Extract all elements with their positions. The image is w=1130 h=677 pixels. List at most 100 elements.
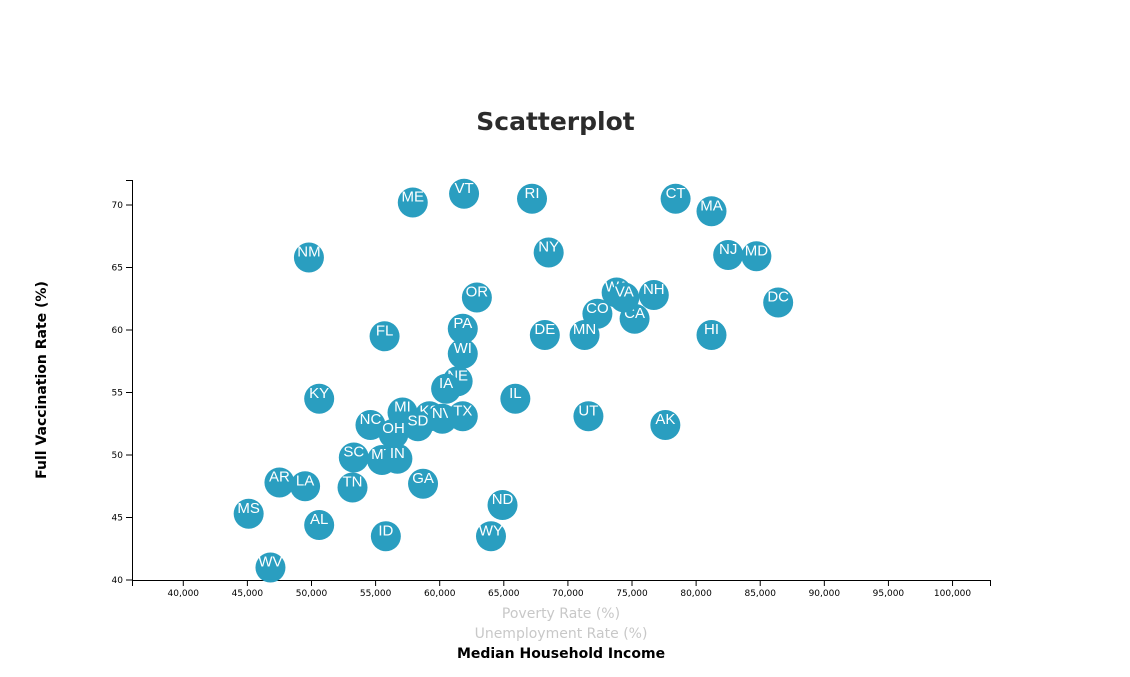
data-point-nd[interactable]: ND (487, 490, 518, 520)
data-point-marker (369, 321, 400, 352)
data-point-ky[interactable]: KY (304, 383, 335, 414)
data-point-marker (529, 320, 560, 350)
data-point-ny[interactable]: NY (533, 237, 564, 268)
data-point-hi[interactable]: HI (696, 320, 727, 350)
data-point-ak[interactable]: AK (650, 410, 681, 440)
data-point-label: GA (412, 470, 434, 487)
data-point-ma[interactable]: MA (696, 196, 727, 227)
data-point-wv[interactable]: WV (255, 552, 286, 583)
data-point-marker (370, 521, 401, 552)
data-point-label: NH (643, 281, 665, 298)
data-point-label: VA (615, 284, 634, 301)
data-point-tx[interactable]: TX (447, 401, 478, 432)
x-tick-label: 85,000 (744, 589, 776, 599)
data-point-marker (304, 510, 335, 540)
data-point-ga[interactable]: GA (408, 468, 439, 499)
data-point-sc[interactable]: SC (338, 442, 369, 473)
x-axis-label-income[interactable]: Median Household Income (456, 646, 666, 662)
data-point-nm[interactable]: NM (293, 242, 324, 273)
data-point-label: TN (343, 474, 363, 491)
data-point-de[interactable]: DE (529, 320, 560, 350)
data-point-dc[interactable]: DC (763, 287, 794, 318)
data-point-la[interactable]: LA (290, 471, 321, 502)
data-point-label: AL (310, 511, 328, 528)
x-tick-label: 60,000 (424, 589, 456, 599)
data-point-wi[interactable]: WI (447, 338, 478, 369)
data-point-il[interactable]: IL (500, 383, 531, 414)
data-point-marker (338, 442, 369, 473)
data-point-vt[interactable]: VT (449, 178, 480, 209)
x-tick-label: 65,000 (488, 589, 520, 599)
data-point-label: VT (454, 180, 473, 197)
data-point-marker (573, 401, 604, 432)
x-axis-label-unemployment[interactable]: Unemployment Rate (%) (474, 626, 648, 642)
data-point-label: OH (382, 420, 405, 437)
data-point-label: ID (378, 522, 393, 539)
y-axis-label[interactable]: Full Vaccination Rate (%) (34, 281, 50, 479)
data-point-va[interactable]: VA (609, 282, 640, 313)
x-tick-label: 50,000 (296, 589, 328, 599)
data-point-mn[interactable]: MN (569, 320, 600, 350)
data-point-in[interactable]: IN (382, 443, 413, 474)
y-tick-label: 60 (112, 326, 124, 336)
data-point-marker (447, 401, 478, 432)
y-tick-label: 40 (112, 576, 124, 586)
data-point-label: SD (407, 412, 428, 429)
points-layer: VTMERICTMANMNYNJMDORWANHDCCOCAVAFLPADEMN… (233, 178, 794, 583)
data-point-nj[interactable]: NJ (713, 240, 744, 270)
data-point-label: WI (454, 340, 472, 357)
data-point-marker (233, 498, 264, 529)
data-point-pa[interactable]: PA (447, 313, 478, 344)
data-point-label: NJ (719, 241, 737, 258)
data-point-label: AR (269, 469, 290, 486)
data-point-sd[interactable]: SD (402, 411, 433, 442)
data-point-marker (713, 240, 744, 270)
data-point-ri[interactable]: RI (517, 183, 548, 214)
data-point-ut[interactable]: UT (573, 401, 604, 432)
data-point-marker (337, 472, 368, 503)
data-point-label: MD (745, 242, 768, 259)
x-tick-label: 40,000 (168, 589, 200, 599)
data-point-ia[interactable]: IA (431, 373, 462, 404)
data-point-marker (461, 282, 492, 313)
data-point-ar[interactable]: AR (264, 467, 295, 498)
data-point-wy[interactable]: WY (475, 521, 506, 552)
data-point-al[interactable]: AL (304, 510, 335, 540)
x-tick-label: 75,000 (616, 589, 648, 599)
y-tick-label: 55 (112, 389, 123, 399)
data-point-label: OR (466, 284, 489, 301)
data-point-md[interactable]: MD (741, 241, 772, 272)
data-point-marker (696, 196, 727, 227)
x-tick-label: 80,000 (680, 589, 712, 599)
data-point-label: FL (376, 322, 394, 339)
data-point-me[interactable]: ME (397, 187, 428, 218)
data-point-label: MN (573, 321, 596, 338)
data-point-label: IN (390, 445, 405, 462)
data-point-marker (741, 241, 772, 272)
x-tick-label: 100,000 (934, 589, 971, 599)
data-point-label: RI (525, 185, 540, 202)
data-point-nc[interactable]: NC (355, 410, 386, 440)
data-point-label: MS (237, 500, 260, 517)
data-point-label: LA (296, 472, 314, 489)
data-point-label: UT (578, 402, 598, 419)
data-point-label: ND (492, 491, 514, 508)
data-point-id[interactable]: ID (370, 521, 401, 552)
data-point-oh[interactable]: OH (378, 418, 409, 449)
data-point-label: ME (402, 189, 425, 206)
data-point-marker (293, 242, 324, 273)
data-point-ms[interactable]: MS (233, 498, 264, 529)
data-point-label: MA (700, 197, 723, 214)
data-point-marker (696, 320, 727, 350)
data-point-ct[interactable]: CT (660, 183, 691, 214)
data-point-marker (378, 418, 409, 449)
x-tick-label: 95,000 (873, 589, 905, 599)
data-point-marker (660, 183, 691, 214)
data-point-or[interactable]: OR (461, 282, 492, 313)
data-point-fl[interactable]: FL (369, 321, 400, 352)
data-point-tn[interactable]: TN (337, 472, 368, 503)
data-point-nh[interactable]: NH (638, 280, 669, 310)
x-axis-label-poverty[interactable]: Poverty Rate (%) (501, 606, 621, 622)
data-point-label: HI (704, 321, 719, 338)
